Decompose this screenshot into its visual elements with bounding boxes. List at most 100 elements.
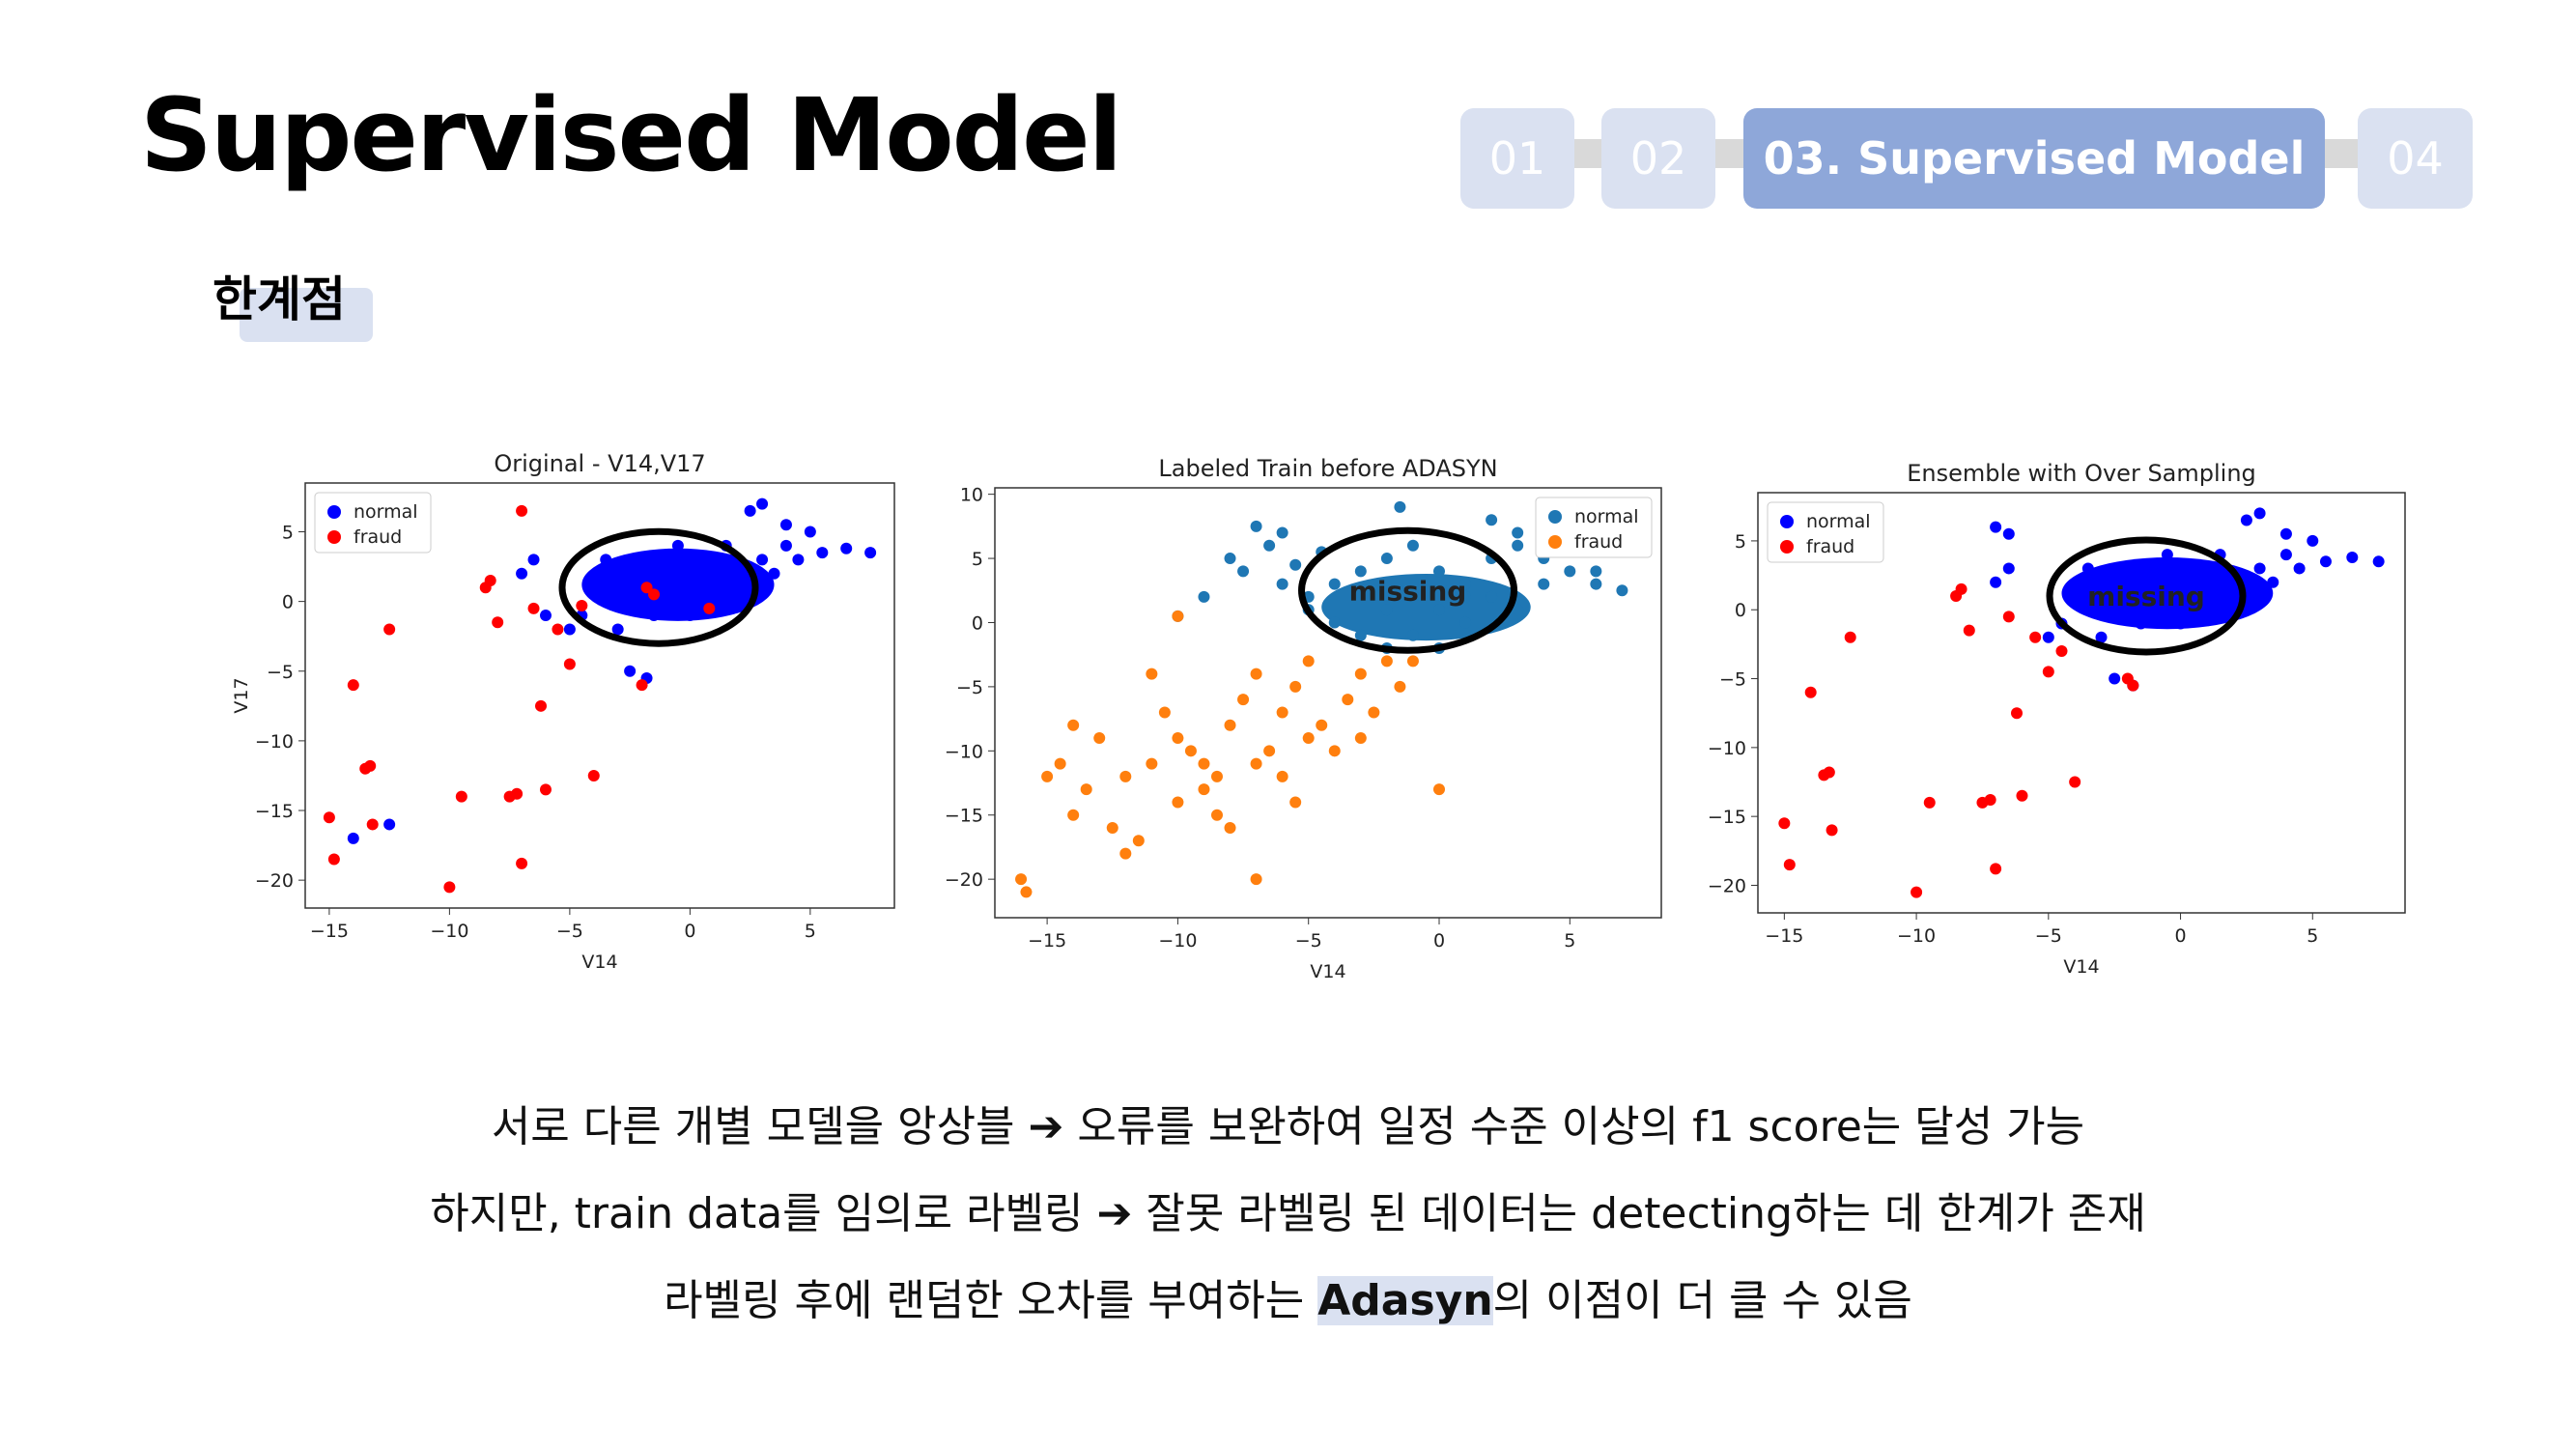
chart-title: Ensemble with Over Sampling (1907, 460, 2256, 487)
point-normal (2109, 597, 2121, 610)
x-tick-label: −5 (1295, 930, 1322, 952)
point-normal (2042, 631, 2054, 643)
point-fraud (1172, 732, 1184, 745)
point-fraud (1911, 886, 1923, 898)
point-fraud (516, 504, 528, 517)
point-normal (1433, 604, 1445, 616)
missing-annotation: missing (1349, 575, 1467, 607)
point-normal (1512, 539, 1524, 552)
point-normal (689, 554, 701, 566)
point-fraud (1990, 863, 2002, 875)
point-normal (1564, 565, 1576, 578)
point-normal (1512, 526, 1524, 539)
point-normal (2002, 562, 2015, 575)
series-fraud (1015, 610, 1445, 898)
legend: normal fraud (1535, 497, 1653, 558)
point-fraud (455, 790, 467, 803)
point-fraud (443, 881, 456, 894)
body-line-3-text-a: 라벨링 후에 랜덤한 오차를 부여하는 (664, 1276, 1305, 1325)
series-normal (1990, 507, 2385, 692)
point-normal (2253, 507, 2266, 520)
x-tick-label: 0 (2175, 925, 2187, 947)
point-fraud (1302, 732, 1315, 745)
point-normal (2200, 582, 2213, 595)
point-fraud (1406, 655, 1419, 668)
point-fraud (587, 769, 600, 781)
legend-label: fraud (1574, 531, 1623, 553)
point-normal (2279, 527, 2292, 540)
x-tick-label: −10 (1158, 930, 1197, 952)
point-fraud (1368, 706, 1380, 719)
point-normal (708, 574, 721, 586)
point-normal (2095, 631, 2108, 643)
series-normal (347, 497, 877, 844)
point-fraud (1826, 824, 1838, 837)
y-tick-label: −5 (1719, 669, 1746, 691)
point-fraud (703, 602, 716, 614)
point-normal (2240, 514, 2252, 526)
chart-svg: Original - V14,V17 −15 −10 −5 0 5 −20 −15 −10 −5 0… (231, 450, 895, 973)
point-normal (1990, 576, 2002, 588)
point-fraud (1067, 719, 1080, 731)
x-tick-label: 0 (684, 921, 695, 942)
missing-annotation: missing (2087, 581, 2205, 612)
point-normal (1459, 616, 1472, 629)
point-normal (624, 588, 637, 601)
point-fraud (1224, 822, 1236, 835)
point-fraud (1224, 719, 1236, 731)
nav-item-03-active[interactable]: 03. Supervised Model (1743, 108, 2325, 209)
point-normal (2188, 589, 2200, 602)
point-fraud (1080, 783, 1092, 796)
point-normal (2267, 576, 2279, 588)
legend-marker (1780, 540, 1794, 554)
point-fraud (539, 783, 552, 796)
point-normal (1276, 578, 1288, 590)
point-normal (2069, 589, 2081, 602)
y-tick-label: −20 (255, 870, 294, 892)
x-tick-label: −15 (1765, 925, 1803, 947)
adasyn-highlight: Adasyn (1317, 1276, 1493, 1325)
point-normal (671, 539, 684, 552)
point-normal (1328, 616, 1341, 629)
point-normal (636, 560, 648, 573)
point-normal (804, 526, 816, 538)
point-fraud (1433, 783, 1445, 796)
point-fraud (2069, 776, 2081, 788)
legend-box (1535, 497, 1653, 558)
point-fraud (2127, 679, 2139, 692)
point-fraud (1289, 796, 1302, 809)
point-normal (1512, 604, 1524, 616)
y-tick-label: −20 (1708, 875, 1746, 896)
point-fraud (327, 853, 340, 866)
right-arrow-icon: ➔ (1028, 1102, 1064, 1151)
point-fraud (1158, 706, 1171, 719)
point-normal (840, 542, 853, 554)
point-normal (2161, 549, 2173, 561)
plot-frame (994, 487, 1662, 919)
point-normal (1289, 558, 1302, 571)
x-axis-label: V14 (2063, 956, 2099, 978)
point-normal (1263, 539, 1276, 552)
point-normal (1380, 553, 1393, 565)
legend: normal fraud (1767, 501, 1884, 563)
point-fraud (1198, 783, 1210, 796)
series-fraud (1778, 582, 2139, 898)
y-tick-label: −10 (1708, 738, 1746, 759)
point-fraud (1783, 859, 1796, 871)
chart-svg: Labeled Train before ADASYN −15 −10 −5 0 5 −20… (945, 455, 1662, 982)
point-fraud (552, 623, 564, 636)
nav-item-02[interactable]: 02 (1601, 108, 1715, 209)
point-fraud (1146, 668, 1158, 680)
point-normal (587, 582, 600, 594)
body-line-3-text-b: 의 이점이 더 클 수 있음 (1492, 1276, 1912, 1325)
nav-item-04[interactable]: 04 (2358, 108, 2473, 209)
point-normal (347, 832, 359, 844)
point-fraud (492, 616, 504, 629)
point-normal (527, 554, 540, 566)
point-fraud (1778, 817, 1791, 830)
point-fraud (1923, 796, 1936, 809)
point-normal (383, 818, 396, 831)
point-normal (768, 567, 780, 580)
point-fraud (511, 787, 524, 800)
nav-item-01[interactable]: 01 (1460, 108, 1574, 209)
